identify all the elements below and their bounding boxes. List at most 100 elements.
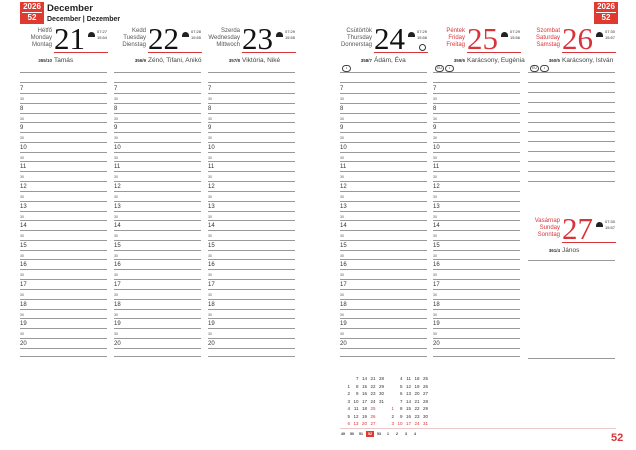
calendar-day[interactable]: 2: [391, 413, 394, 419]
note-line[interactable]: [528, 180, 615, 182]
hour-line[interactable]: [114, 269, 201, 271]
half-hour-line[interactable]: [208, 220, 295, 222]
calendar-day[interactable]: 17: [405, 421, 411, 426]
week-number[interactable]: 50: [350, 432, 354, 436]
hour-line[interactable]: [208, 210, 295, 212]
hour-line[interactable]: [433, 230, 520, 232]
calendar-day[interactable]: 30: [378, 391, 384, 396]
calendar-day[interactable]: 22: [414, 406, 420, 411]
hour-line[interactable]: [433, 210, 520, 212]
half-hour-line[interactable]: [340, 318, 427, 320]
calendar-day[interactable]: 9: [355, 391, 359, 396]
hour-line[interactable]: [433, 93, 520, 94]
hour-line[interactable]: [20, 249, 107, 251]
week-number[interactable]: 4: [414, 432, 416, 436]
hour-line[interactable]: [114, 132, 201, 134]
half-hour-line[interactable]: [340, 337, 427, 339]
hour-line[interactable]: [340, 289, 427, 290]
hour-line[interactable]: [20, 289, 107, 290]
note-line[interactable]: [528, 111, 615, 113]
hour-line[interactable]: [340, 230, 427, 232]
calendar-day[interactable]: 25: [422, 376, 428, 381]
calendar-day[interactable]: 28: [422, 398, 428, 404]
half-hour-line[interactable]: [208, 278, 295, 280]
note-line[interactable]: [528, 121, 615, 123]
hour-line[interactable]: [20, 308, 107, 310]
half-hour-line[interactable]: [20, 180, 107, 182]
calendar-day[interactable]: 8: [355, 383, 359, 389]
hour-line[interactable]: [208, 93, 295, 94]
hour-line[interactable]: [20, 191, 107, 192]
current-week[interactable]: 52: [366, 431, 374, 437]
hour-line[interactable]: [20, 112, 107, 114]
time-line[interactable]: [114, 356, 201, 357]
hour-line[interactable]: [340, 210, 427, 212]
hour-line[interactable]: [114, 191, 201, 192]
calendar-day[interactable]: 1: [391, 406, 394, 411]
hour-line[interactable]: [208, 230, 295, 232]
half-hour-line[interactable]: [114, 337, 201, 339]
half-hour-line[interactable]: [433, 102, 520, 104]
half-hour-line[interactable]: [340, 102, 427, 104]
hour-line[interactable]: [114, 347, 201, 349]
time-line[interactable]: [208, 82, 295, 83]
hour-line[interactable]: [433, 249, 520, 251]
half-hour-line[interactable]: [433, 337, 520, 339]
calendar-day[interactable]: 31: [378, 398, 384, 404]
calendar-day[interactable]: 14: [361, 376, 367, 381]
half-hour-line[interactable]: [208, 337, 295, 339]
half-hour-line[interactable]: [20, 141, 107, 143]
note-line[interactable]: [528, 161, 615, 163]
half-hour-line[interactable]: [114, 122, 201, 124]
hour-line[interactable]: [114, 171, 201, 173]
calendar-day[interactable]: 21: [414, 398, 420, 404]
hour-line[interactable]: [433, 347, 520, 349]
half-hour-line[interactable]: [208, 318, 295, 320]
hour-line[interactable]: [20, 347, 107, 349]
half-hour-line[interactable]: [114, 180, 201, 182]
half-hour-line[interactable]: [208, 298, 295, 300]
hour-line[interactable]: [20, 328, 107, 330]
calendar-day[interactable]: 19: [361, 413, 367, 419]
hour-line[interactable]: [340, 132, 427, 134]
hour-line[interactable]: [208, 132, 295, 134]
calendar-day[interactable]: 23: [414, 413, 420, 419]
calendar-day[interactable]: 20: [361, 421, 367, 426]
hour-line[interactable]: [433, 269, 520, 271]
hour-line[interactable]: [208, 347, 295, 349]
hour-line[interactable]: [114, 308, 201, 310]
half-hour-line[interactable]: [114, 220, 201, 222]
note-line[interactable]: [528, 91, 615, 93]
hour-line[interactable]: [208, 249, 295, 251]
calendar-day[interactable]: 17: [361, 398, 367, 404]
hour-line[interactable]: [340, 191, 427, 192]
calendar-day[interactable]: 27: [370, 421, 376, 426]
note-line[interactable]: [528, 171, 615, 172]
half-hour-line[interactable]: [114, 200, 201, 202]
hour-line[interactable]: [208, 269, 295, 271]
calendar-day[interactable]: 13: [353, 421, 359, 426]
hour-line[interactable]: [20, 151, 107, 153]
calendar-day[interactable]: 3: [391, 421, 394, 426]
calendar-day[interactable]: 7: [399, 398, 403, 404]
note-line[interactable]: [528, 101, 615, 103]
half-hour-line[interactable]: [208, 141, 295, 143]
half-hour-line[interactable]: [114, 318, 201, 320]
note-line[interactable]: [528, 151, 615, 153]
time-line[interactable]: [340, 82, 427, 83]
week-number[interactable]: 2: [396, 432, 398, 436]
calendar-day[interactable]: 23: [370, 391, 376, 396]
calendar-day[interactable]: 12: [405, 383, 411, 389]
hour-line[interactable]: [114, 289, 201, 290]
half-hour-line[interactable]: [340, 220, 427, 222]
half-hour-line[interactable]: [208, 122, 295, 124]
half-hour-line[interactable]: [208, 102, 295, 104]
hour-line[interactable]: [114, 151, 201, 153]
calendar-day[interactable]: 31: [422, 421, 428, 426]
half-hour-line[interactable]: [433, 141, 520, 143]
calendar-day[interactable]: 16: [405, 413, 411, 419]
half-hour-line[interactable]: [208, 180, 295, 182]
half-hour-line[interactable]: [433, 278, 520, 280]
calendar-day[interactable]: 26: [422, 383, 428, 389]
hour-line[interactable]: [114, 112, 201, 114]
